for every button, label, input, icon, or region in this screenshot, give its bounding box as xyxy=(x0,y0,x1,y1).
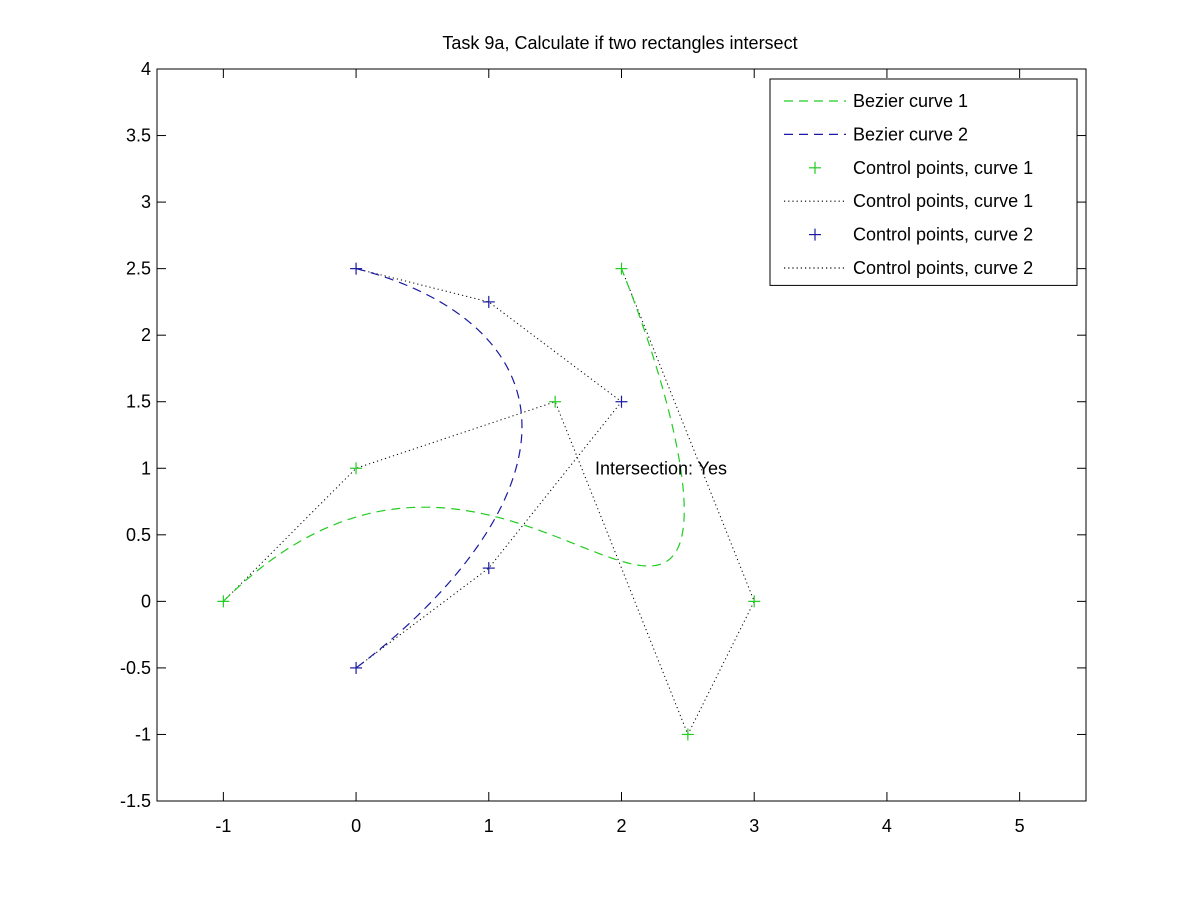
control-point-marker xyxy=(482,562,495,575)
x-tick-label: 3 xyxy=(749,816,759,836)
y-tick-label: 4 xyxy=(141,59,151,79)
y-tick-label: -1.5 xyxy=(120,791,151,811)
legend-entry: Control points, curve 1 xyxy=(809,158,1033,178)
y-tick-label: 1.5 xyxy=(126,392,151,412)
x-tick-label: 2 xyxy=(616,816,626,836)
legend-label: Control points, curve 1 xyxy=(853,158,1033,178)
y-tick-label: 2.5 xyxy=(126,259,151,279)
legend-entry: Bezier curve 1 xyxy=(784,91,968,111)
legend-marker xyxy=(809,228,821,241)
legend-label: Bezier curve 2 xyxy=(853,124,968,144)
y-tick-label: 0 xyxy=(141,591,151,611)
legend-marker xyxy=(809,161,821,174)
y-tick-label: 1 xyxy=(141,458,151,478)
legend-label: Bezier curve 1 xyxy=(853,91,968,111)
control-point-marker xyxy=(217,595,230,608)
control-point-marker xyxy=(482,295,495,308)
control-point-marker xyxy=(615,395,628,408)
control-point-marker xyxy=(748,595,761,608)
legend-label: Control points, curve 2 xyxy=(853,258,1033,278)
series-layer xyxy=(217,262,761,741)
intersection-annotation: Intersection: Yes xyxy=(595,458,727,478)
legend-label: Control points, curve 2 xyxy=(853,225,1033,245)
y-tick-label: 2 xyxy=(141,325,151,345)
control-point-marker xyxy=(549,395,562,408)
y-tick-label: -1 xyxy=(135,724,151,744)
bezier-curve-1 xyxy=(355,268,523,669)
y-tick-label: 3.5 xyxy=(126,126,151,146)
control-point-marker xyxy=(350,661,363,674)
control-point-marker xyxy=(350,262,363,275)
legend: Bezier curve 1 Bezier curve 2 Control poin… xyxy=(769,78,1078,286)
legend-entry: Control points, curve 2 xyxy=(809,225,1033,245)
y-tick-label: 3 xyxy=(141,192,151,212)
control-point-marker xyxy=(615,262,628,275)
bezier-curve-0 xyxy=(222,268,685,602)
axes-layer: -1 0 1 2 3 4 5 -1.5 -1 -0.5 0 0.5 1 1.5 2 2.5 3 3.5 4 xyxy=(120,59,1086,836)
legend-label: Control points, curve 1 xyxy=(853,191,1033,211)
legend-entry: Control points, curve 1 xyxy=(784,191,1033,211)
x-tick-label: 4 xyxy=(882,816,892,836)
legend-entry: Control points, curve 2 xyxy=(784,258,1033,278)
y-tick-label: 0.5 xyxy=(126,525,151,545)
x-tick-label: 0 xyxy=(351,816,361,836)
chart-title: Task 9a, Calculate if two rectangles int… xyxy=(442,33,797,53)
x-tick-label: 5 xyxy=(1015,816,1025,836)
control-point-marker xyxy=(681,728,694,741)
legend-box xyxy=(769,78,1078,286)
control-point-marker xyxy=(350,462,363,475)
y-tick-label: -0.5 xyxy=(120,658,151,678)
x-tick-label: -1 xyxy=(215,816,231,836)
x-tick-label: 1 xyxy=(484,816,494,836)
legend-entry: Bezier curve 2 xyxy=(784,124,968,144)
